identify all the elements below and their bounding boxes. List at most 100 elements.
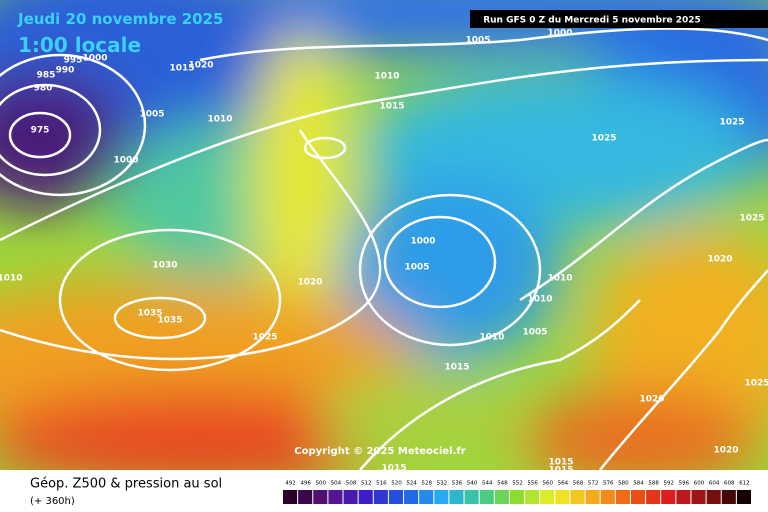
isobar-label: 1020 (707, 255, 732, 265)
legend-swatch (494, 490, 509, 504)
legend-swatch (615, 490, 630, 504)
isobar-label: 1020 (188, 61, 213, 71)
legend-swatch (630, 490, 646, 504)
isobar-label: 1025 (252, 333, 277, 343)
isobar-label: 1010 (0, 274, 23, 284)
legend-label: 512 (361, 481, 372, 487)
isobar-label: 1000 (82, 54, 107, 64)
isobar-label: 1015 (548, 458, 573, 468)
isobar-label: 1020 (713, 446, 738, 456)
isobar-label: 985 (37, 71, 56, 81)
legend-label: 588 (648, 481, 659, 487)
isobar-label: 1025 (591, 134, 616, 144)
legend-label: 596 (679, 481, 690, 487)
color-legend: 492 496 500 504 508 512 516 520 524 528 532 536 540 5… (283, 481, 751, 504)
legend-label: 580 (618, 481, 629, 487)
isobar-label: 1035 (137, 309, 162, 319)
legend-swatch (358, 490, 373, 504)
isobar-label: 1010 (547, 274, 572, 284)
legend-label: 536 (452, 481, 463, 487)
isobar-label: 1025 (739, 214, 764, 224)
legend-swatch (540, 490, 555, 504)
legend-swatch (721, 490, 736, 504)
isobar-label: 1010 (527, 295, 552, 305)
isobar-label: 1000 (113, 156, 138, 166)
legend-swatch (479, 490, 494, 504)
legend-swatch (600, 490, 615, 504)
legend-swatch (555, 490, 570, 504)
legend-label: 592 (664, 481, 675, 487)
legend-swatch (328, 490, 343, 504)
legend-swatch (585, 490, 600, 504)
legend-swatch (434, 490, 449, 504)
isobar-label: 1035 (157, 316, 182, 326)
map-background (0, 0, 768, 470)
isobar-label: 975 (31, 126, 50, 136)
legend-swatch (298, 490, 313, 504)
isobar-label: 1005 (522, 328, 547, 338)
legend-swatch (419, 490, 434, 504)
isobar-label: 1015 (169, 64, 194, 74)
isobar-label: 995 (64, 56, 83, 66)
run-banner (470, 10, 768, 28)
isobar-label: 990 (56, 66, 75, 76)
legend-label: 604 (709, 481, 720, 487)
isobar-label: 1025 (719, 118, 744, 128)
legend-label: 532 (437, 481, 448, 487)
isobar-labels: 1005100010009959909859801020101510101015… (0, 29, 768, 476)
run-info: Run GFS 0 Z du Mercredi 5 novembre 2025 (483, 16, 701, 26)
forecast-time: 1:00 locale (18, 33, 141, 57)
legend-swatch (646, 490, 661, 504)
footer-lead: (+ 360h) (30, 496, 75, 507)
legend-swatch (509, 490, 525, 504)
isobar-label: 1005 (465, 36, 490, 46)
isobar-label: 1005 (404, 263, 429, 273)
isobar-label: 1025 (744, 379, 768, 389)
legend-label: 508 (346, 481, 357, 487)
legend-label: 556 (527, 481, 538, 487)
legend-label: 504 (331, 481, 342, 487)
footer-title: Géop. Z500 & pression au sol (30, 477, 222, 492)
legend-swatch (464, 490, 479, 504)
legend-swatch (388, 490, 404, 504)
copyright: Copyright © 2025 Meteociel.fr (294, 446, 465, 457)
legend-label: 492 (285, 481, 296, 487)
legend-label: 496 (300, 481, 311, 487)
legend-label: 576 (603, 481, 614, 487)
legend-swatch (283, 490, 298, 504)
legend-label: 524 (406, 481, 417, 487)
isobar-label: 1010 (374, 72, 399, 82)
legend-label: 568 (573, 481, 584, 487)
isobar-label: 1010 (207, 115, 232, 125)
legend-label: 548 (497, 481, 508, 487)
legend-swatch (525, 490, 540, 504)
legend-label: 560 (543, 481, 554, 487)
legend-swatch (313, 490, 328, 504)
legend-label: 500 (316, 481, 327, 487)
isobar-label: 1020 (297, 278, 322, 288)
isobar-label: 980 (34, 84, 53, 94)
legend-swatch (691, 490, 706, 504)
legend-swatch (676, 490, 691, 504)
legend-swatch (661, 490, 676, 504)
legend-swatch (570, 490, 585, 504)
legend-swatch (449, 490, 464, 504)
legend-swatch (706, 490, 721, 504)
isobar-label: 1020 (639, 395, 664, 405)
legend-swatch (343, 490, 358, 504)
legend-label: 608 (724, 481, 735, 487)
legend-label: 600 (694, 481, 705, 487)
legend-swatch (736, 490, 751, 504)
isobar-label: 1015 (381, 464, 406, 474)
legend-label: 564 (558, 481, 569, 487)
isobar-label: 1015 (379, 102, 404, 112)
isobar-label: 1015 (444, 363, 469, 373)
legend-label: 520 (391, 481, 402, 487)
legend-label: 584 (633, 481, 644, 487)
legend-swatch (373, 490, 388, 504)
isobar-label: 1030 (152, 261, 177, 271)
legend-label: 572 (588, 481, 599, 487)
legend-swatch (404, 490, 419, 504)
isobar-label: 1005 (139, 110, 164, 120)
